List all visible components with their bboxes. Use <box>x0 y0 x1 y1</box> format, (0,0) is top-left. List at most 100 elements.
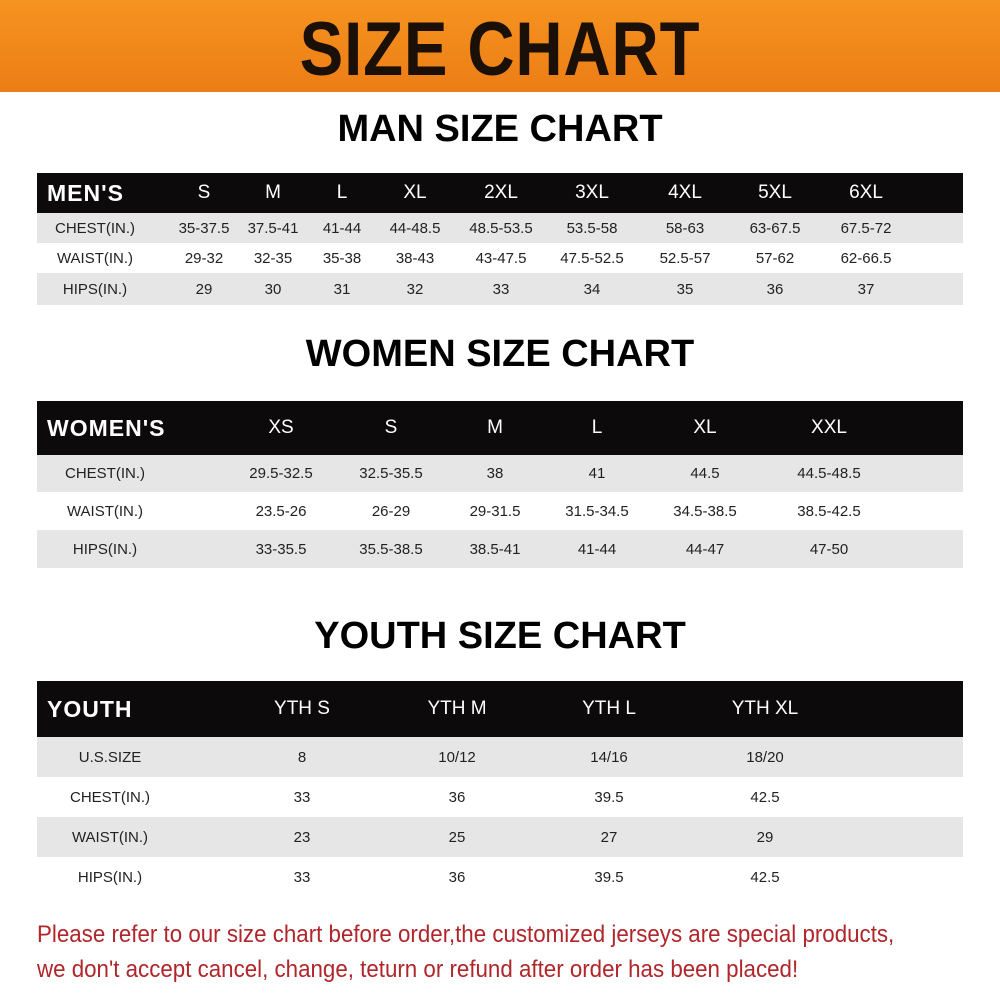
size-header: YTH M <box>427 698 487 719</box>
table-row: CHEST(IN.) 33 36 39.5 42.5 <box>37 777 963 817</box>
measurement-cell: 41-44 <box>577 540 617 558</box>
measurement-cell: 52.5-57 <box>659 249 711 267</box>
table-header-label: WOMEN'S <box>47 414 166 441</box>
measurement-cell: 34.5-38.5 <box>673 502 737 520</box>
row-label: CHEST(IN.) <box>55 219 135 237</box>
table-row: WAIST(IN.) 23.5-26 26-29 29-31.5 31.5-34.5 34… <box>37 492 963 530</box>
youth-title: YOUTH SIZE CHART <box>314 615 686 657</box>
page-title: SIZE CHART <box>299 7 701 92</box>
size-header: 4XL <box>668 182 702 203</box>
measurement-cell: 18/20 <box>746 748 784 766</box>
measurement-cell: 42.5 <box>750 868 780 886</box>
measurement-cell: 8 <box>297 748 307 766</box>
size-header: XXL <box>811 417 847 438</box>
measurement-cell: 41-44 <box>322 219 362 237</box>
table-row: HIPS(IN.) 33-35.5 35.5-38.5 38.5-41 41-44 44-… <box>37 530 963 568</box>
table-row: HIPS(IN.) 33 36 39.5 42.5 <box>37 857 963 897</box>
measurement-cell: 38 <box>486 465 504 482</box>
measurement-cell: 27 <box>600 828 618 846</box>
table-row: U.S.SIZE 8 10/12 14/16 18/20 <box>37 737 963 777</box>
size-header: M <box>487 417 503 438</box>
size-header: 2XL <box>484 182 518 203</box>
measurement-cell: 36 <box>448 868 466 886</box>
size-header: XS <box>268 417 294 438</box>
measurement-cell: 31.5-34.5 <box>565 502 629 520</box>
measurement-cell: 35-38 <box>322 249 362 267</box>
table-header-label: YOUTH <box>47 695 133 722</box>
size-header: L <box>336 182 348 203</box>
size-header: YTH S <box>274 698 330 719</box>
measurement-cell: 29-31.5 <box>469 502 521 520</box>
measurement-cell: 39.5 <box>594 788 624 806</box>
measurement-cell: 30 <box>264 280 282 298</box>
size-header: S <box>197 182 211 203</box>
measurement-cell: 37.5-41 <box>247 219 299 237</box>
measurement-cell: 38-43 <box>395 249 435 267</box>
table-header-row: YOUTH YTH S YTH M YTH L YTH XL <box>37 681 963 737</box>
measurement-cell: 63-67.5 <box>749 219 801 237</box>
row-label: WAIST(IN.) <box>66 502 144 520</box>
measurement-cell: 39.5 <box>594 868 624 886</box>
measurement-cell: 23 <box>293 828 311 846</box>
table-header-label: MEN'S <box>47 179 124 206</box>
size-header: 3XL <box>575 182 609 203</box>
measurement-cell: 10/12 <box>438 748 476 766</box>
measurement-cell: 29 <box>195 280 213 298</box>
row-label: HIPS(IN.) <box>72 540 138 558</box>
measurement-cell: 44.5 <box>690 465 720 482</box>
size-header: XL <box>693 417 717 438</box>
size-header: YTH XL <box>731 698 799 719</box>
measurement-cell: 14/16 <box>590 748 628 766</box>
measurement-cell: 31 <box>333 280 351 298</box>
table-row: WAIST(IN.) 23 25 27 29 <box>37 817 963 857</box>
table-header-row: WOMEN'S XS S M L XL XXL <box>37 401 963 455</box>
measurement-cell: 33 <box>293 868 311 886</box>
measurement-cell: 35-37.5 <box>178 219 230 237</box>
size-header: 5XL <box>758 182 792 203</box>
measurement-cell: 38.5-42.5 <box>797 502 861 520</box>
measurement-cell: 32 <box>406 280 424 298</box>
row-label: WAIST(IN.) <box>56 249 134 267</box>
size-header: YTH L <box>582 698 636 719</box>
measurement-cell: 67.5-72 <box>840 219 892 237</box>
measurement-cell: 33-35.5 <box>255 540 307 558</box>
table-header-row: MEN'S S M L XL 2XL 3XL 4XL 5XL 6XL <box>37 173 963 213</box>
measurement-cell: 41 <box>588 465 606 482</box>
women-size-table: WOMEN'S XS S M L XL XXL CHEST(IN.) 29.5-32.5 32.5… <box>37 401 963 568</box>
measurement-cell: 38.5-41 <box>469 540 521 558</box>
measurement-cell: 58-63 <box>665 219 705 237</box>
row-label: WAIST(IN.) <box>71 828 149 846</box>
measurement-cell: 44.5-48.5 <box>797 465 861 482</box>
men-title: MAN SIZE CHART <box>337 108 663 150</box>
measurement-cell: 44-48.5 <box>389 219 441 237</box>
row-label: CHEST(IN.) <box>65 465 145 482</box>
table-row: HIPS(IN.) 29 30 31 32 33 34 35 36 37 <box>37 273 963 305</box>
footer-note-line-1: Please refer to our size chart before or… <box>37 921 895 948</box>
size-header: S <box>384 417 398 438</box>
measurement-cell: 47.5-52.5 <box>560 249 624 267</box>
measurement-cell: 33 <box>293 788 311 806</box>
youth-size-table: YOUTH YTH S YTH M YTH L YTH XL U.S.SIZE 8 10/12… <box>37 681 963 897</box>
measurement-cell: 33 <box>492 280 510 298</box>
measurement-cell: 26-29 <box>371 502 411 520</box>
size-header: L <box>591 417 603 438</box>
measurement-cell: 36 <box>448 788 466 806</box>
measurement-cell: 32.5-35.5 <box>359 465 423 482</box>
measurement-cell: 44-47 <box>685 540 725 558</box>
table-row: CHEST(IN.) 35-37.5 37.5-41 41-44 44-48.5 48.5… <box>37 213 963 243</box>
table-row: CHEST(IN.) 29.5-32.5 32.5-35.5 38 41 44.5 44.5… <box>37 455 963 492</box>
row-label: HIPS(IN.) <box>77 868 143 886</box>
measurement-cell: 35 <box>676 280 694 298</box>
measurement-cell: 29-32 <box>184 249 224 267</box>
measurement-cell: 35.5-38.5 <box>359 540 423 558</box>
men-size-table: MEN'S S M L XL 2XL 3XL 4XL 5XL 6XL CHEST(IN.) 35-37… <box>37 173 963 305</box>
measurement-cell: 43-47.5 <box>475 249 527 267</box>
measurement-cell: 29.5-32.5 <box>249 465 313 482</box>
size-header: M <box>265 182 281 203</box>
measurement-cell: 48.5-53.5 <box>469 219 533 237</box>
measurement-cell: 23.5-26 <box>255 502 307 520</box>
size-header: XL <box>403 182 427 203</box>
header-banner: SIZE CHART <box>0 0 1000 92</box>
measurement-cell: 53.5-58 <box>566 219 618 237</box>
measurement-cell: 36 <box>766 280 784 298</box>
